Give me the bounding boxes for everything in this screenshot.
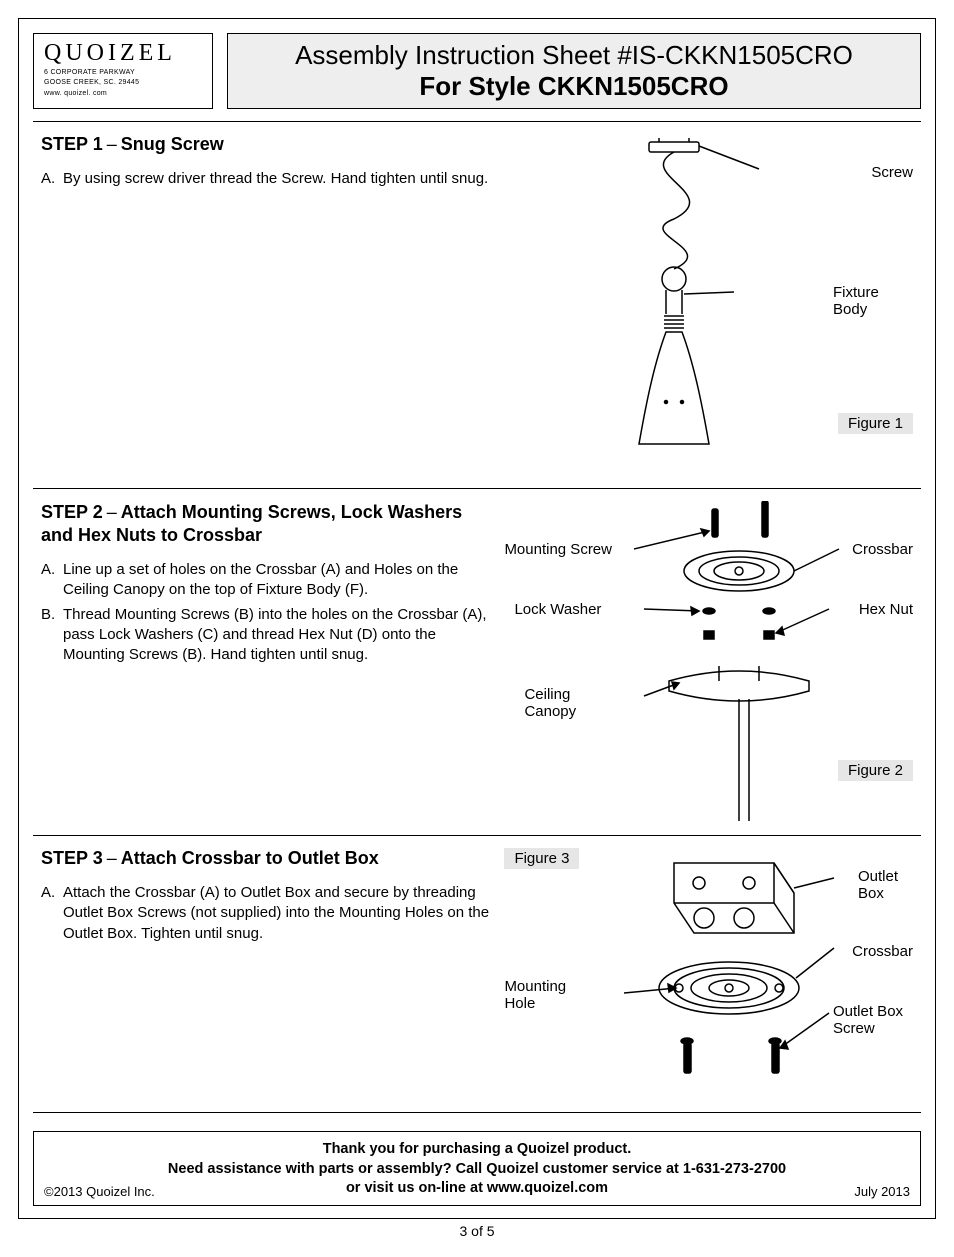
footer-box: Thank you for purchasing a Quoizel produ… [33, 1131, 921, 1206]
title-line2: For Style CKKN1505CRO [238, 71, 910, 102]
step-2-item-a: A. Line up a set of holes on the Crossba… [41, 560, 494, 601]
steps-area: STEP 1–Snug Screw A. By using screw driv… [33, 121, 921, 1113]
step-3-title: STEP 3–Attach Crossbar to Outlet Box [41, 848, 494, 869]
footer-line2: Need assistance with parts or assembly? … [44, 1160, 910, 1180]
callout-screw: Screw [871, 164, 913, 181]
item-text: Attach the Crossbar (A) to Outlet Box an… [63, 883, 494, 944]
step-1-body: A. By using screw driver thread the Scre… [41, 169, 494, 189]
callout-lock-washer: Lock Washer [514, 601, 601, 618]
dash: – [103, 502, 121, 522]
step-2-figure: Mounting Screw Lock Washer Ceiling Canop… [504, 501, 913, 821]
step-1-figure: Screw Fixture Body Figure 1 [504, 134, 913, 474]
step-2-num: STEP 2 [41, 502, 103, 522]
step-3: STEP 3–Attach Crossbar to Outlet Box A. … [33, 836, 921, 1113]
step-3-figure: Figure 3 Outlet Box Crossbar Outlet Box … [504, 848, 913, 1098]
footer-copyright: ©2013 Quoizel Inc. [44, 1184, 155, 1199]
step-3-body: A. Attach the Crossbar (A) to Outlet Box… [41, 883, 494, 944]
step-2-item-b: B. Thread Mounting Screws (B) into the h… [41, 605, 494, 666]
footer-text: Thank you for purchasing a Quoizel produ… [44, 1140, 910, 1199]
step-1-item-a: A. By using screw driver thread the Scre… [41, 169, 494, 189]
item-label: A. [41, 883, 63, 944]
dash: – [103, 134, 121, 154]
step-3-text: STEP 3–Attach Crossbar to Outlet Box A. … [41, 848, 494, 1098]
item-label: A. [41, 560, 63, 601]
page-frame: QUOIZEL 6 CORPORATE PARKWAY GOOSE CREEK,… [18, 18, 936, 1219]
step-3-num: STEP 3 [41, 848, 103, 868]
step-2-title: STEP 2–Attach Mounting Screws, Lock Wash… [41, 501, 494, 546]
copyright-icon: © [44, 1184, 54, 1199]
callout-outlet-box: Outlet Box [858, 868, 913, 902]
brand-addr2: GOOSE CREEK, SC. 29445 [44, 79, 202, 87]
title-box: Assembly Instruction Sheet #IS-CKKN1505C… [227, 33, 921, 109]
figure-3-tag: Figure 3 [504, 848, 579, 869]
item-label: B. [41, 605, 63, 666]
callout-mounting-hole: Mounting Hole [504, 978, 574, 1012]
footer-line3: or visit us on-line at www.quoizel.com [44, 1179, 910, 1199]
page-number: 3 of 5 [18, 1223, 936, 1239]
callout-fixture-body: Fixture Body [833, 284, 893, 318]
step-2: STEP 2–Attach Mounting Screws, Lock Wash… [33, 489, 921, 836]
step-3-name: Attach Crossbar to Outlet Box [121, 848, 379, 868]
brand-name: QUOIZEL [44, 40, 202, 67]
dash: – [103, 848, 121, 868]
footer-line1: Thank you for purchasing a Quoizel produ… [44, 1140, 910, 1160]
step-1-title: STEP 1–Snug Screw [41, 134, 494, 155]
brand-addr3: www. quoizel. com [44, 90, 202, 98]
step-2-body: A. Line up a set of holes on the Crossba… [41, 560, 494, 665]
logo-box: QUOIZEL 6 CORPORATE PARKWAY GOOSE CREEK,… [33, 33, 213, 109]
callout-crossbar-3: Crossbar [852, 943, 913, 960]
copyright-text: 2013 Quoizel Inc. [54, 1184, 155, 1199]
item-text: Line up a set of holes on the Crossbar (… [63, 560, 494, 601]
step-1-name: Snug Screw [121, 134, 224, 154]
step-2-text: STEP 2–Attach Mounting Screws, Lock Wash… [41, 501, 494, 821]
callout-mounting-screw: Mounting Screw [504, 541, 612, 558]
fixture-drawing-icon [554, 134, 814, 474]
figure-1-tag: Figure 1 [838, 413, 913, 434]
step-1-num: STEP 1 [41, 134, 103, 154]
header-row: QUOIZEL 6 CORPORATE PARKWAY GOOSE CREEK,… [19, 19, 935, 115]
callout-ceiling-canopy: Ceiling Canopy [524, 686, 584, 720]
footer-date: July 2013 [854, 1184, 910, 1199]
item-text: Thread Mounting Screws (B) into the hole… [63, 605, 494, 666]
outlet-box-drawing-icon [584, 848, 844, 1088]
step-1-text: STEP 1–Snug Screw A. By using screw driv… [41, 134, 494, 474]
title-line1: Assembly Instruction Sheet #IS-CKKN1505C… [238, 40, 910, 71]
step-1: STEP 1–Snug Screw A. By using screw driv… [33, 122, 921, 489]
item-label: A. [41, 169, 63, 189]
item-text: By using screw driver thread the Screw. … [63, 169, 494, 189]
step-3-item-a: A. Attach the Crossbar (A) to Outlet Box… [41, 883, 494, 944]
brand-addr1: 6 CORPORATE PARKWAY [44, 69, 202, 77]
callout-outlet-box-screw: Outlet Box Screw [833, 1003, 913, 1037]
crossbar-drawing-icon [604, 501, 884, 821]
